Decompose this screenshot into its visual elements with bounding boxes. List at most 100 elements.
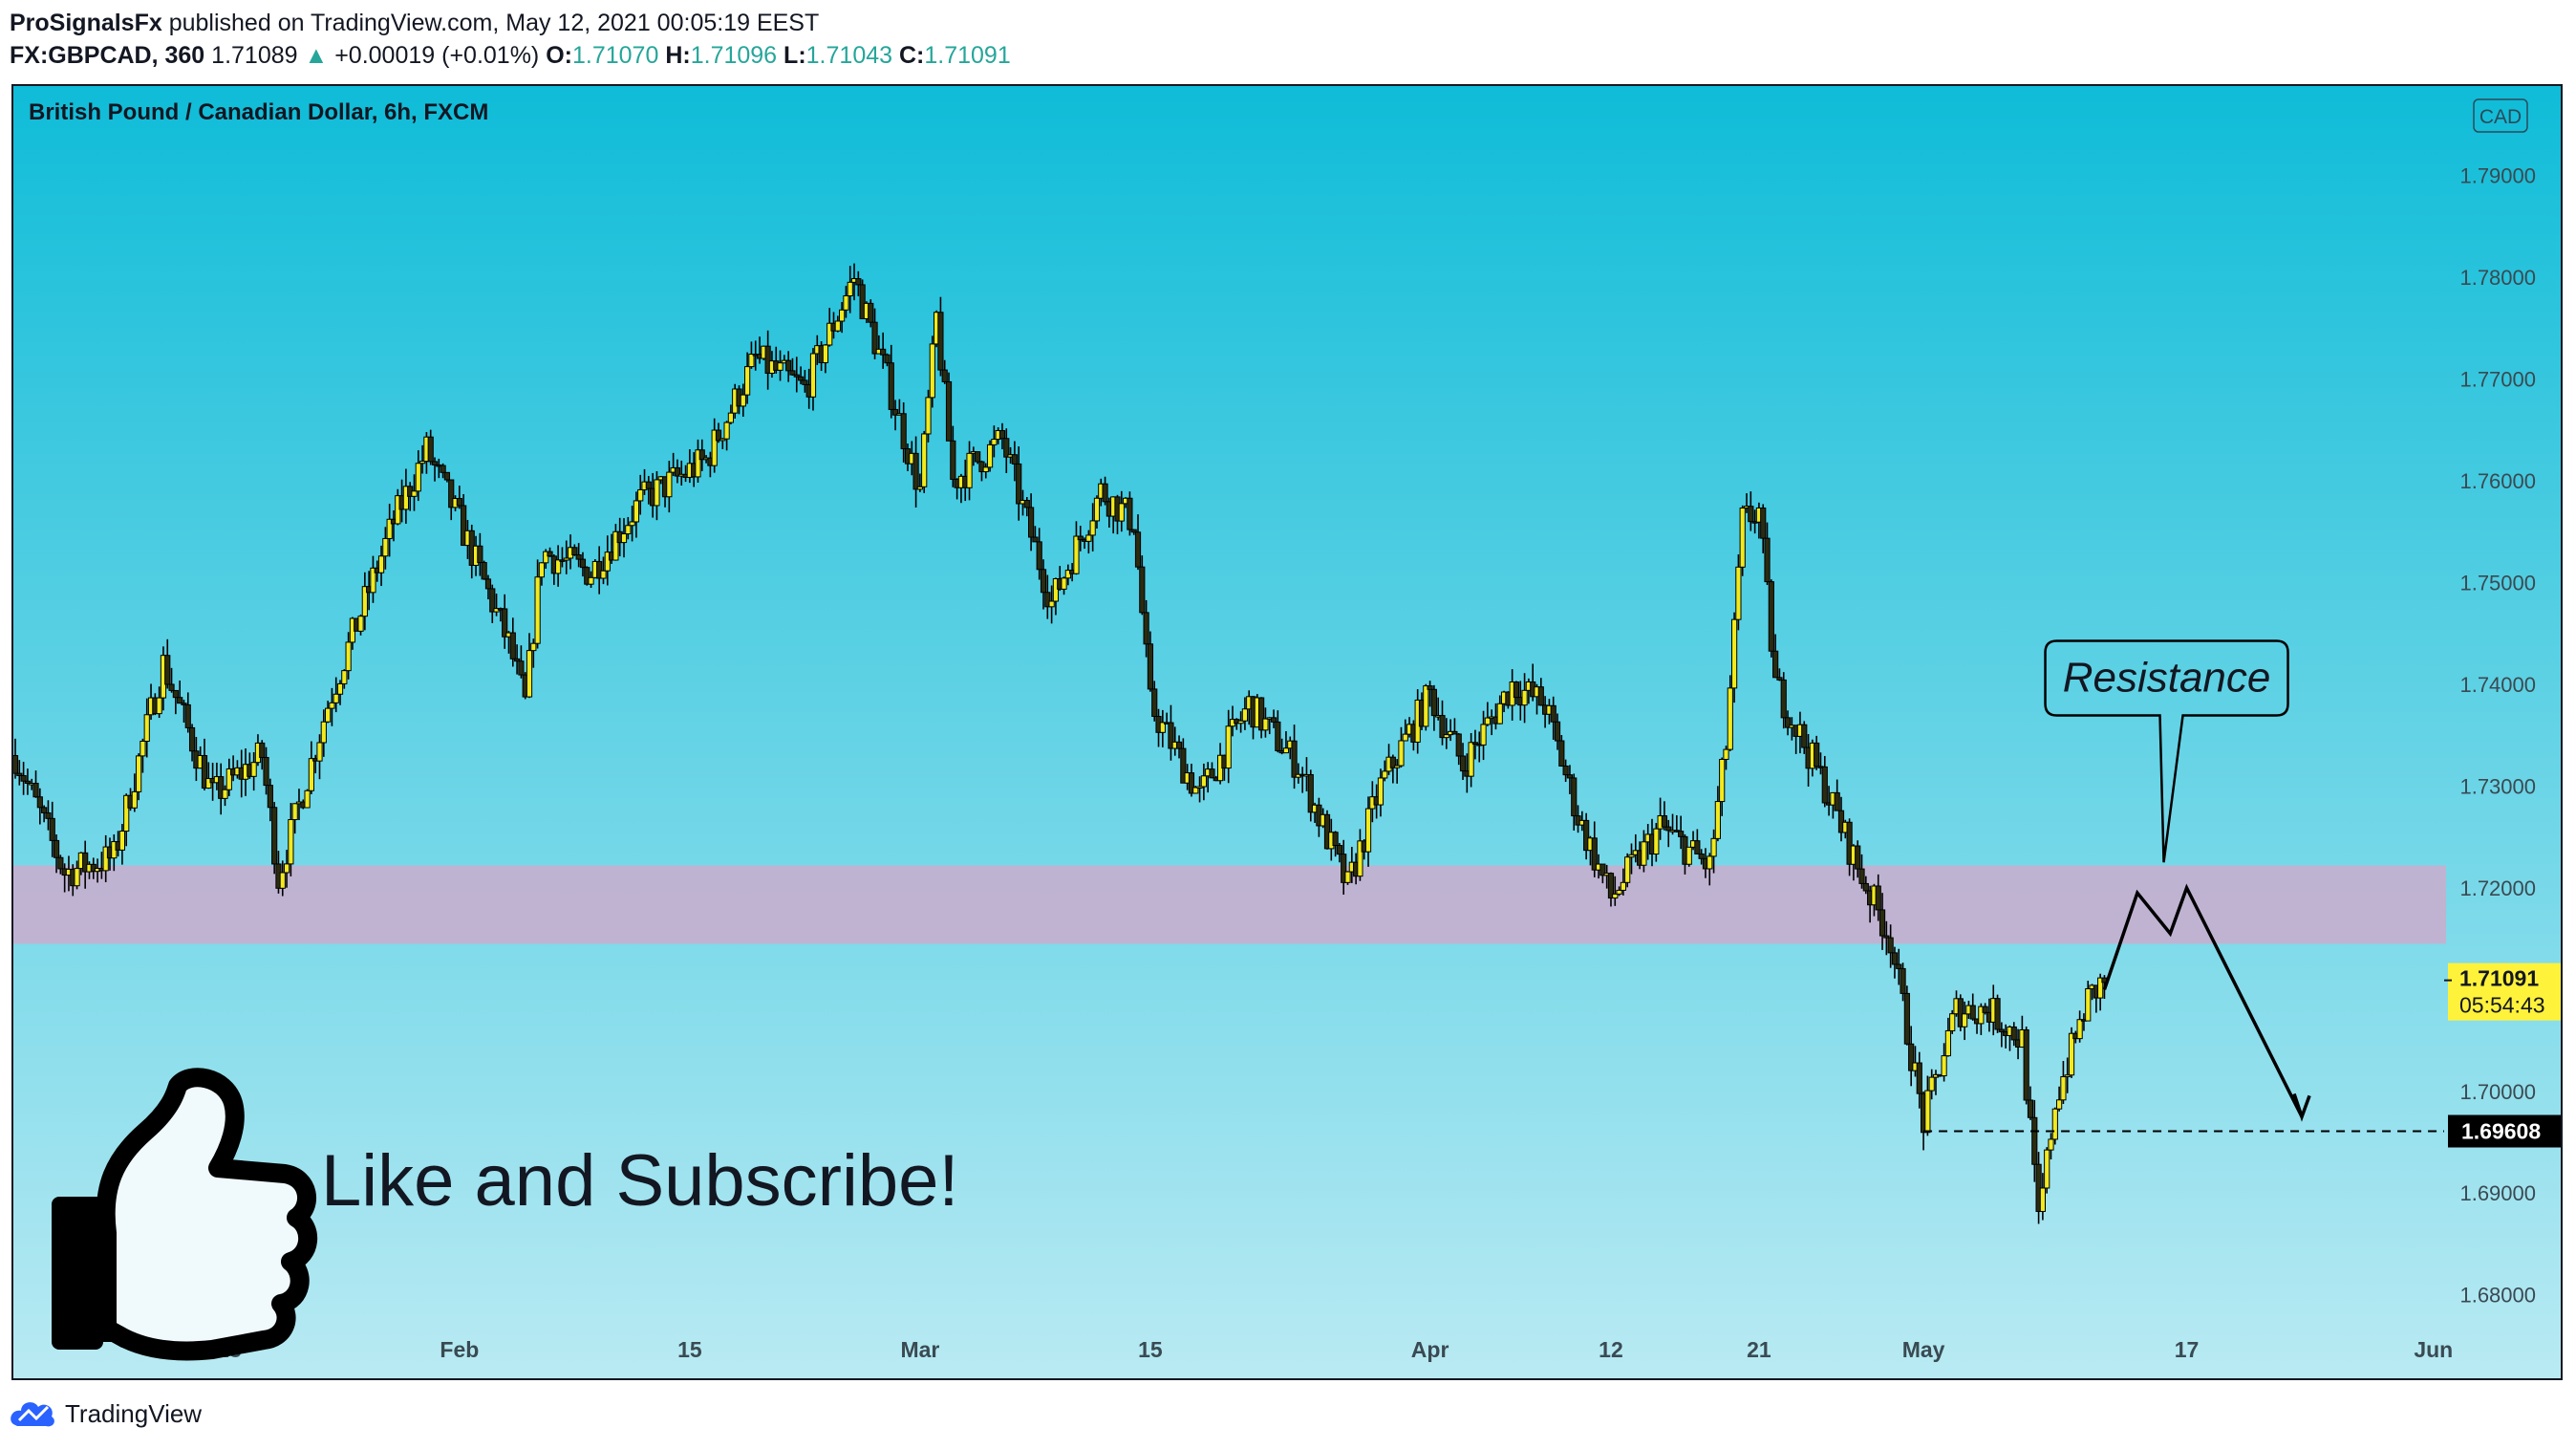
candle-body bbox=[1760, 507, 1767, 539]
candle-body bbox=[1168, 722, 1174, 749]
candle-body bbox=[1998, 1028, 2005, 1033]
candle-body bbox=[1085, 534, 1092, 542]
candle-body bbox=[1768, 581, 1774, 652]
candle-body bbox=[839, 309, 846, 322]
candle-body bbox=[975, 451, 981, 463]
resistance-callout[interactable]: Resistance bbox=[2044, 639, 2289, 863]
candle-body bbox=[168, 683, 175, 691]
candle-body bbox=[1982, 1006, 1988, 1013]
target-price-tag-value: 1.69608 bbox=[2461, 1119, 2541, 1144]
candles-group bbox=[13, 263, 2108, 1224]
candle-body bbox=[925, 397, 932, 435]
candle-body bbox=[740, 394, 746, 407]
resistance-zone[interactable] bbox=[13, 865, 2446, 944]
candle-body bbox=[1011, 454, 1018, 465]
candle-body bbox=[16, 772, 23, 776]
candle-body bbox=[1962, 1013, 1968, 1027]
candle-body bbox=[1924, 1090, 1931, 1134]
candle-body bbox=[1620, 881, 1626, 891]
candle-body bbox=[222, 789, 228, 799]
candle-body bbox=[982, 466, 989, 473]
candle-body bbox=[1607, 873, 1615, 899]
candle-body bbox=[1537, 686, 1544, 706]
candle-body bbox=[1612, 893, 1619, 899]
candle-body bbox=[1341, 854, 1347, 883]
candle-body bbox=[1064, 570, 1071, 579]
candle-body bbox=[1061, 577, 1067, 590]
candle-body bbox=[809, 353, 817, 398]
candle-body bbox=[411, 490, 418, 497]
published-text: published on TradingView.com, May 12, 20… bbox=[161, 10, 820, 36]
y-tick-label: 1.70000 bbox=[2459, 1080, 2536, 1104]
candle-body bbox=[2044, 1149, 2050, 1189]
candle-body bbox=[1784, 717, 1792, 728]
candle-body bbox=[1134, 531, 1142, 568]
chart-title: British Pound / Canadian Dollar, 6h, FXC… bbox=[29, 99, 489, 125]
candle-body bbox=[1994, 998, 2001, 1030]
candle-body bbox=[1394, 765, 1401, 768]
candle-body bbox=[1862, 882, 1869, 892]
candle-body bbox=[604, 551, 611, 572]
chart-frame[interactable]: 1.79000 1.78000 1.77000 1.76000 1.75000 1.740… bbox=[11, 84, 2563, 1380]
candle-body bbox=[695, 449, 701, 478]
candle-body bbox=[1661, 815, 1668, 828]
candle-body bbox=[1941, 1055, 1947, 1077]
candle-body bbox=[1262, 718, 1269, 731]
candle-body bbox=[723, 422, 730, 440]
high-label: H: bbox=[665, 42, 691, 69]
candle-body bbox=[888, 362, 894, 410]
candle-body bbox=[477, 545, 483, 564]
candle-body bbox=[1521, 689, 1528, 706]
candle-body bbox=[279, 872, 286, 889]
candle-body bbox=[1159, 722, 1166, 733]
candle-body bbox=[950, 440, 956, 481]
chart-canvas[interactable]: 1.79000 1.78000 1.77000 1.76000 1.75000 1.740… bbox=[13, 86, 2561, 1378]
candle-body bbox=[1887, 937, 1894, 954]
promo-text: Like and Subscribe! bbox=[321, 1140, 959, 1222]
candle-body bbox=[1459, 755, 1467, 772]
candle-body bbox=[164, 655, 171, 685]
candle-body bbox=[102, 846, 109, 872]
candle-body bbox=[674, 466, 681, 477]
candle-body bbox=[1714, 801, 1721, 839]
projection-path[interactable] bbox=[2102, 883, 2304, 1118]
time-axis[interactable]: 18Feb15Mar15Apr1221May17Jun bbox=[217, 1337, 2453, 1362]
projection-arrowhead bbox=[2292, 1092, 2311, 1122]
candle-body bbox=[538, 562, 546, 578]
candle-body bbox=[1739, 508, 1746, 568]
tradingview-logo-icon[interactable] bbox=[10, 1395, 57, 1430]
currency-badge[interactable]: CAD bbox=[2473, 98, 2528, 133]
candle-body bbox=[2027, 1099, 2034, 1118]
candle-body bbox=[612, 530, 619, 561]
candle-body bbox=[36, 796, 43, 809]
candle-body bbox=[1139, 566, 1146, 614]
candle-body bbox=[123, 794, 130, 833]
candle-body bbox=[41, 807, 48, 813]
candle-body bbox=[1878, 909, 1886, 937]
x-tick-label: 12 bbox=[1599, 1337, 1623, 1362]
header-info: ProSignalsFx published on TradingView.co… bbox=[10, 8, 2570, 80]
tradingview-brand[interactable]: TradingView bbox=[65, 1399, 203, 1428]
candle-body bbox=[834, 320, 841, 332]
candle-body bbox=[991, 439, 998, 445]
currency-badge-border bbox=[2473, 98, 2528, 133]
candle-body bbox=[377, 555, 385, 573]
candle-body bbox=[929, 343, 935, 399]
candle-body bbox=[1430, 688, 1437, 717]
x-tick-label: Mar bbox=[900, 1337, 939, 1362]
candle-body bbox=[1723, 748, 1729, 760]
candle-body bbox=[2085, 987, 2092, 1022]
candle-body bbox=[1685, 846, 1692, 865]
candle-body bbox=[797, 376, 805, 381]
candle-body bbox=[205, 778, 212, 789]
candle-body bbox=[177, 697, 183, 704]
candle-body bbox=[440, 465, 446, 473]
candle-body bbox=[859, 284, 866, 319]
candle-body bbox=[575, 553, 582, 560]
publisher-name[interactable]: ProSignalsFx bbox=[10, 10, 162, 36]
candle-body bbox=[1032, 536, 1039, 543]
candle-body bbox=[32, 782, 39, 798]
callout-bubble bbox=[2044, 639, 2289, 863]
candle-body bbox=[966, 452, 973, 488]
candle-body bbox=[1332, 832, 1339, 847]
